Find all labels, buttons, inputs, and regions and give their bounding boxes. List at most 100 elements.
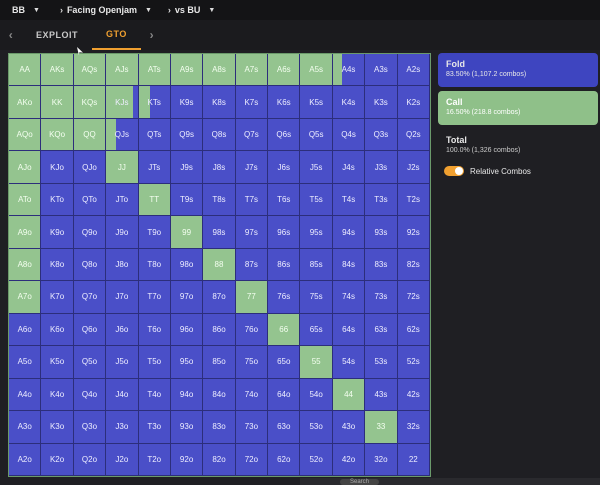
hand-cell-T2s[interactable]: T2s — [397, 183, 430, 217]
hand-cell-J4s[interactable]: J4s — [332, 151, 366, 184]
hand-cell-AQo[interactable]: AQo — [9, 118, 42, 152]
hand-cell-AA[interactable]: AA — [9, 54, 42, 87]
hand-cell-83s[interactable]: 83s — [365, 248, 398, 282]
hand-cell-64o[interactable]: 64o — [268, 378, 301, 412]
hand-cell-Q7s[interactable]: Q7s — [235, 118, 269, 152]
hand-cell-T4s[interactable]: T4s — [332, 183, 366, 217]
hand-cell-J5o[interactable]: J5o — [106, 346, 139, 379]
hand-cell-ATo[interactable]: ATo — [9, 183, 42, 217]
hand-cell-93s[interactable]: 93s — [365, 216, 398, 249]
hand-cell-A5o[interactable]: A5o — [9, 346, 42, 379]
hand-cell-T5o[interactable]: T5o — [138, 346, 171, 379]
hand-cell-K7o[interactable]: K7o — [41, 281, 74, 314]
hand-cell-98o[interactable]: 98o — [170, 248, 204, 282]
hand-cell-KTs[interactable]: KTs — [138, 86, 171, 119]
hand-cell-65s[interactable]: 65s — [300, 313, 333, 347]
tab-exploit[interactable]: EXPLOIT — [36, 30, 79, 40]
hand-cell-82o[interactable]: 82o — [203, 443, 236, 476]
hand-cell-Q4o[interactable]: Q4o — [73, 378, 107, 412]
hand-cell-A8o[interactable]: A8o — [9, 248, 42, 282]
hand-cell-96s[interactable]: 96s — [268, 216, 301, 249]
hand-cell-J3o[interactable]: J3o — [106, 411, 139, 444]
hand-cell-J9s[interactable]: J9s — [170, 151, 204, 184]
hand-cell-AKo[interactable]: AKo — [9, 86, 42, 119]
hand-cell-53s[interactable]: 53s — [365, 346, 398, 379]
hand-cell-KJo[interactable]: KJo — [41, 151, 74, 184]
hand-cell-73o[interactable]: 73o — [235, 411, 269, 444]
hand-cell-97o[interactable]: 97o — [170, 281, 204, 314]
hand-cell-AQs[interactable]: AQs — [73, 54, 107, 87]
hand-cell-JTo[interactable]: JTo — [106, 183, 139, 217]
hand-cell-A2s[interactable]: A2s — [397, 54, 430, 87]
hand-cell-Q8s[interactable]: Q8s — [203, 118, 236, 152]
hand-cell-K4o[interactable]: K4o — [41, 378, 74, 412]
hand-cell-66[interactable]: 66 — [268, 313, 301, 347]
call-card[interactable]: Call 16.50% (218.8 combos) — [438, 91, 598, 125]
position-selector[interactable]: BB ▼ — [12, 5, 40, 15]
hand-cell-32s[interactable]: 32s — [397, 411, 430, 444]
hand-cell-65o[interactable]: 65o — [268, 346, 301, 379]
hand-cell-A7s[interactable]: A7s — [235, 54, 269, 87]
hand-cell-83o[interactable]: 83o — [203, 411, 236, 444]
hand-cell-Q2s[interactable]: Q2s — [397, 118, 430, 152]
hand-cell-T6s[interactable]: T6s — [268, 183, 301, 217]
hand-cell-76s[interactable]: 76s — [268, 281, 301, 314]
hand-cell-76o[interactable]: 76o — [235, 313, 269, 347]
hand-cell-K8o[interactable]: K8o — [41, 248, 74, 282]
hand-cell-22[interactable]: 22 — [397, 443, 430, 476]
hand-cell-JJ[interactable]: JJ — [106, 151, 139, 184]
hand-cell-88[interactable]: 88 — [203, 248, 236, 282]
hand-cell-J7s[interactable]: J7s — [235, 151, 269, 184]
hand-cell-43s[interactable]: 43s — [365, 378, 398, 412]
hand-cell-54o[interactable]: 54o — [300, 378, 333, 412]
hand-cell-33[interactable]: 33 — [365, 411, 398, 444]
hand-cell-T8o[interactable]: T8o — [138, 248, 171, 282]
hand-cell-K6s[interactable]: K6s — [268, 86, 301, 119]
hand-cell-Q5s[interactable]: Q5s — [300, 118, 333, 152]
hand-cell-T3o[interactable]: T3o — [138, 411, 171, 444]
hand-cell-72s[interactable]: 72s — [397, 281, 430, 314]
hand-cell-J3s[interactable]: J3s — [365, 151, 398, 184]
hand-cell-KTo[interactable]: KTo — [41, 183, 74, 217]
hand-cell-A5s[interactable]: A5s — [300, 54, 333, 87]
hand-cell-T8s[interactable]: T8s — [203, 183, 236, 217]
hand-cell-K8s[interactable]: K8s — [203, 86, 236, 119]
hand-cell-T2o[interactable]: T2o — [138, 443, 171, 476]
hand-cell-Q9o[interactable]: Q9o — [73, 216, 107, 249]
hand-cell-55[interactable]: 55 — [300, 346, 333, 379]
hand-cell-95o[interactable]: 95o — [170, 346, 204, 379]
hand-cell-K2s[interactable]: K2s — [397, 86, 430, 119]
hand-cell-52s[interactable]: 52s — [397, 346, 430, 379]
hand-cell-J5s[interactable]: J5s — [300, 151, 333, 184]
hand-cell-92o[interactable]: 92o — [170, 443, 204, 476]
hand-cell-85s[interactable]: 85s — [300, 248, 333, 282]
hand-cell-K3s[interactable]: K3s — [365, 86, 398, 119]
hand-cell-K5o[interactable]: K5o — [41, 346, 74, 379]
hand-cell-62o[interactable]: 62o — [268, 443, 301, 476]
hand-cell-54s[interactable]: 54s — [332, 346, 366, 379]
hand-cell-82s[interactable]: 82s — [397, 248, 430, 282]
hand-cell-T3s[interactable]: T3s — [365, 183, 398, 217]
hand-cell-TT[interactable]: TT — [138, 183, 171, 217]
hand-cell-94s[interactable]: 94s — [332, 216, 366, 249]
hand-cell-Q6s[interactable]: Q6s — [268, 118, 301, 152]
hand-cell-A6s[interactable]: A6s — [268, 54, 301, 87]
hand-cell-J7o[interactable]: J7o — [106, 281, 139, 314]
hand-cell-73s[interactable]: 73s — [365, 281, 398, 314]
hand-cell-74o[interactable]: 74o — [235, 378, 269, 412]
hand-cell-KQs[interactable]: KQs — [73, 86, 107, 119]
hand-cell-A8s[interactable]: A8s — [203, 54, 236, 87]
hand-cell-A2o[interactable]: A2o — [9, 443, 42, 476]
hand-cell-Q3s[interactable]: Q3s — [365, 118, 398, 152]
hand-cell-Q6o[interactable]: Q6o — [73, 313, 107, 347]
hand-cell-75o[interactable]: 75o — [235, 346, 269, 379]
hand-cell-97s[interactable]: 97s — [235, 216, 269, 249]
hand-cell-J9o[interactable]: J9o — [106, 216, 139, 249]
chevron-right-icon[interactable]: › — [149, 28, 155, 42]
hand-cell-ATs[interactable]: ATs — [138, 54, 171, 87]
hand-cell-63o[interactable]: 63o — [268, 411, 301, 444]
hand-cell-87s[interactable]: 87s — [235, 248, 269, 282]
hand-cell-Q9s[interactable]: Q9s — [170, 118, 204, 152]
hand-cell-Q3o[interactable]: Q3o — [73, 411, 107, 444]
hand-cell-42s[interactable]: 42s — [397, 378, 430, 412]
